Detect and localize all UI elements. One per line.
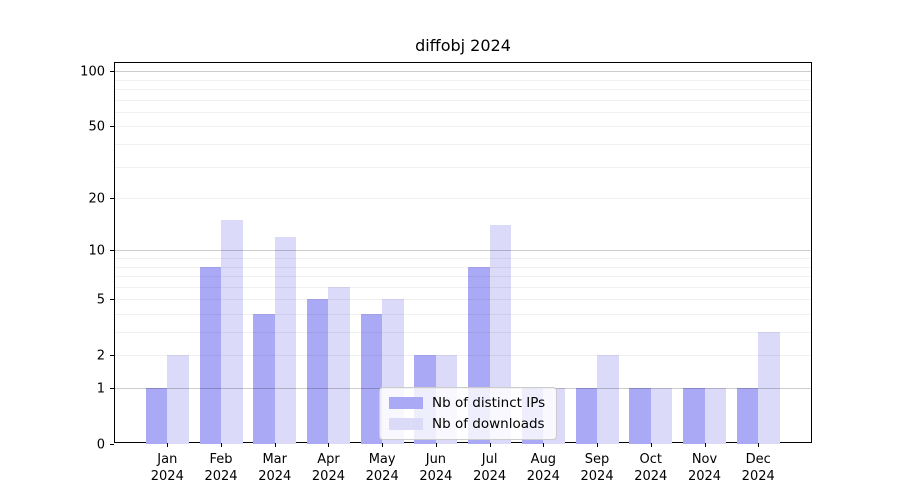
legend-label-downloads: Nb of downloads: [432, 416, 545, 432]
y-tick-mark-10: [110, 250, 114, 252]
x-tick-mark-apr: [328, 443, 330, 447]
bar-ips-jan: [145, 388, 168, 444]
gridline-9: [115, 258, 811, 259]
gridline-90: [115, 79, 811, 81]
bar-downloads-sep: [597, 355, 619, 444]
gridline-60: [115, 111, 811, 113]
gridline-100: [115, 71, 811, 73]
bar-ips-feb: [199, 266, 222, 444]
x-tick-label-aug: Aug 2024: [526, 452, 560, 485]
bar-ips-mar: [253, 313, 275, 444]
y-tick-label-100: 100: [80, 64, 105, 80]
x-tick-label-may: May 2024: [365, 452, 399, 485]
bar-ips-sep: [575, 388, 598, 444]
bar-ips-dec: [736, 388, 759, 444]
y-tick-mark-50: [110, 126, 114, 128]
bar-downloads-jan: [167, 355, 189, 444]
legend-swatch-downloads: [389, 418, 423, 430]
x-tick-mark-jan: [167, 443, 169, 447]
x-tick-label-jul: Jul 2024: [473, 452, 507, 485]
x-tick-mark-jul: [489, 443, 491, 447]
x-tick-label-nov: Nov 2024: [687, 452, 722, 485]
y-tick-mark-20: [110, 198, 114, 200]
gridline-70: [115, 99, 811, 101]
x-tick-mark-oct: [650, 443, 652, 447]
x-tick-label-sep: Sep 2024: [580, 452, 614, 485]
x-tick-mark-nov: [704, 443, 706, 447]
y-tick-label-2: 2: [96, 348, 105, 364]
legend-swatch-distinct-ips: [389, 397, 423, 409]
gridline-20: [115, 198, 811, 200]
y-tick-mark-0: [110, 444, 114, 445]
x-tick-mark-feb: [221, 443, 223, 447]
y-tick-mark-5: [110, 299, 114, 301]
legend-label-distinct-ips: Nb of distinct IPs: [432, 395, 546, 411]
legend-item-distinct-ips: Nb of distinct IPs: [389, 395, 545, 411]
x-tick-mark-mar: [274, 443, 276, 447]
y-tick-label-1: 1: [96, 381, 105, 396]
gridline-50: [115, 126, 811, 128]
x-tick-label-jun: Jun 2024: [419, 452, 453, 485]
x-tick-label-feb: Feb 2024: [204, 452, 238, 485]
y-tick-label-10: 10: [88, 243, 105, 259]
gridline-10: [115, 250, 811, 252]
bar-downloads-oct: [650, 388, 673, 444]
x-tick-mark-jun: [435, 443, 437, 447]
y-tick-mark-100: [110, 71, 114, 73]
y-tick-label-5: 5: [96, 292, 105, 308]
bar-downloads-dec: [758, 332, 780, 444]
bar-downloads-feb: [221, 220, 243, 444]
x-tick-label-mar: Mar 2024: [258, 452, 292, 485]
y-tick-mark-1: [110, 388, 114, 389]
chart-title: diffobj 2024: [415, 36, 511, 55]
y-tick-label-20: 20: [88, 191, 105, 207]
x-tick-mark-sep: [597, 443, 599, 447]
bar-ips-oct: [629, 388, 651, 444]
plot-area: 100 50 20 10 5 2 1 0 Jan 2024 Feb 2024 Mar 2024 Apr…: [80, 62, 812, 484]
gridline-80: [115, 89, 811, 91]
x-tick-label-oct: Oct 2024: [634, 452, 668, 485]
x-tick-mark-may: [382, 443, 384, 447]
x-tick-mark-aug: [543, 443, 545, 447]
legend-item-downloads: Nb of downloads: [389, 416, 545, 432]
x-tick-label-apr: Apr 2024: [311, 452, 345, 485]
bar-downloads-mar: [274, 236, 297, 444]
x-tick-mark-dec: [758, 443, 760, 447]
y-tick-label-50: 50: [88, 119, 105, 135]
x-tick-label-jan: Jan 2024: [150, 452, 184, 485]
legend: Nb of distinct IPs Nb of downloads: [379, 387, 558, 440]
gridline-30: [115, 166, 811, 168]
bar-ips-apr: [306, 299, 329, 444]
gridline-40: [115, 144, 811, 146]
bar-ips-may: [360, 313, 383, 444]
y-tick-mark-2: [110, 355, 114, 357]
bar-downloads-nov: [704, 388, 726, 444]
y-tick-label-0: 0: [96, 437, 105, 452]
bar-downloads-apr: [328, 286, 350, 444]
x-tick-label-dec: Dec 2024: [741, 452, 775, 485]
bar-ips-nov: [683, 388, 705, 444]
